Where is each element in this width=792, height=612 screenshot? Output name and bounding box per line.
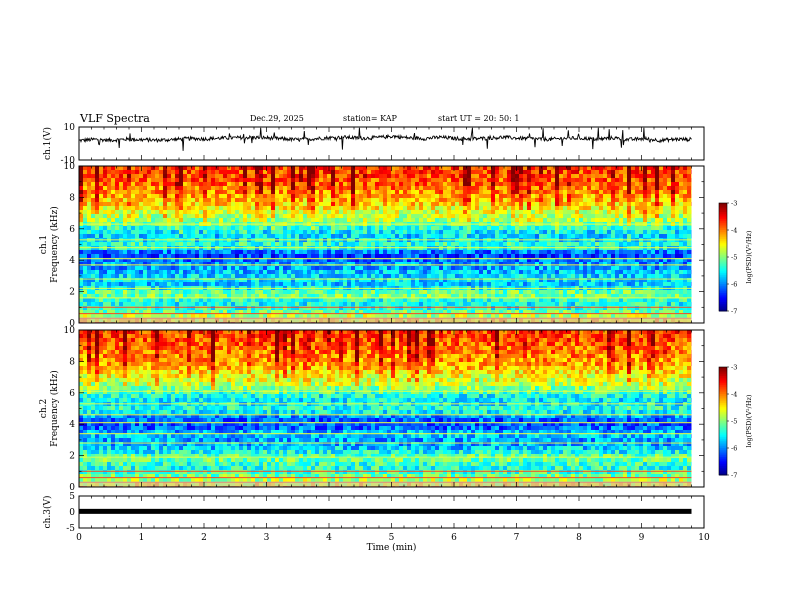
ch1-spectrogram-ylabel: Frequency (kHz) <box>49 206 60 283</box>
start-time-label: start UT = 20: 50: 1 <box>438 114 520 123</box>
ch2-spectrogram-ytick-label: 0 <box>69 483 75 493</box>
ch2-spectrogram-colorbar-tick: -5 <box>731 418 737 426</box>
x-tick-label: 7 <box>514 533 520 543</box>
x-tick-label: 1 <box>139 533 145 543</box>
ch1-waveform-line <box>79 127 692 151</box>
date-label: Dec.29, 2025 <box>250 114 304 123</box>
ch2-spectrogram-ytick-label: 10 <box>64 326 76 336</box>
x-tick-label: 0 <box>76 533 82 543</box>
ch2-spectrogram-ytick-label: 6 <box>69 389 75 399</box>
ch1-spectrogram-ytick-label: 0 <box>69 319 75 329</box>
ch2-spectrogram-low-band <box>79 481 692 487</box>
ch2-spectrogram-ylabel-channel: ch.2 <box>39 399 49 418</box>
x-ticks <box>78 127 705 160</box>
ch3-ytick-label: 0 <box>69 508 75 518</box>
ch2-spectrogram-colorbar-tick: -7 <box>731 472 737 480</box>
ch3-ytick-label: 5 <box>69 492 75 502</box>
ch2-spectrogram-colorbar-tick: -4 <box>731 391 737 399</box>
ch2-spectrogram-ytick-label: 2 <box>69 452 75 462</box>
x-tick-label: 4 <box>326 533 332 543</box>
station-label: station= KAP <box>343 114 397 123</box>
ch2-spectrogram-yticks <box>79 329 704 488</box>
ch2-spectrogram-ytick-label: 4 <box>69 420 75 430</box>
ch1-spectrogram-ytick-label: 8 <box>69 193 75 203</box>
x-tick-label: 6 <box>451 533 457 543</box>
ch1-spectrogram-low-band <box>79 317 692 323</box>
ch1-spectrogram-colorbar-tick: -3 <box>731 200 737 208</box>
x-axis-label: Time (min) <box>367 542 417 553</box>
figure-title: VLF Spectra <box>80 112 150 125</box>
ch1-spectrogram-ytick-label: 10 <box>64 162 76 172</box>
ch1-ytick-label: -10 <box>61 156 76 166</box>
ch2-spectrogram-ytick-label: 8 <box>69 357 75 367</box>
x-ticks <box>78 166 705 323</box>
ch2-spectrogram-colorbar-tick: -6 <box>731 445 737 453</box>
ch1-spectrogram-cells <box>79 166 692 323</box>
ch1-spectrogram-colorbar-tick: -7 <box>731 308 737 316</box>
x-tick-label: 3 <box>264 533 270 543</box>
x-tick-label: 10 <box>698 533 710 543</box>
ch3-ylabel: ch.3(V) <box>42 496 53 529</box>
ch1-ylabel: ch.1(V) <box>42 127 53 160</box>
ch2-spectrogram-colorbar-label: log(PSD)(V²/Hz) <box>745 394 753 447</box>
ch1-spectrogram-ytick-label: 2 <box>69 288 75 298</box>
x-tick-label: 9 <box>639 533 645 543</box>
ch1-spectrogram-colorbar <box>718 202 729 312</box>
ch2-spectrogram-ylabel: Frequency (kHz) <box>49 370 60 447</box>
ch1-spectrogram-colorbar-tick: -4 <box>731 227 737 235</box>
ch2-spectrogram-colorbar-tick: -3 <box>731 364 737 372</box>
ch2-spectrogram-cells <box>79 330 692 487</box>
x-ticks <box>78 496 705 528</box>
x-ticks <box>78 330 705 487</box>
x-tick-label: 8 <box>576 533 582 543</box>
x-tick-label: 2 <box>201 533 207 543</box>
x-tick-label: 5 <box>389 533 395 543</box>
ch3-waveform-line <box>79 508 692 514</box>
ch1-spectrogram-ylabel-channel: ch.1 <box>39 235 49 254</box>
ch1-spectrogram-ytick-label: 4 <box>69 256 75 266</box>
ch1-spectrogram-yticks <box>79 165 704 324</box>
ch2-spectrogram-colorbar <box>718 366 729 476</box>
ch1-ytick-label: 10 <box>64 123 76 133</box>
ch1-spectrogram-colorbar-tick: -5 <box>731 254 737 262</box>
ch1-spectrogram-colorbar-label: log(PSD)(V²/Hz) <box>745 230 753 283</box>
ch1-spectrogram-ytick-label: 6 <box>69 225 75 235</box>
ch1-spectrogram-colorbar-tick: -6 <box>731 281 737 289</box>
ch3-ytick-label: -5 <box>66 524 75 534</box>
